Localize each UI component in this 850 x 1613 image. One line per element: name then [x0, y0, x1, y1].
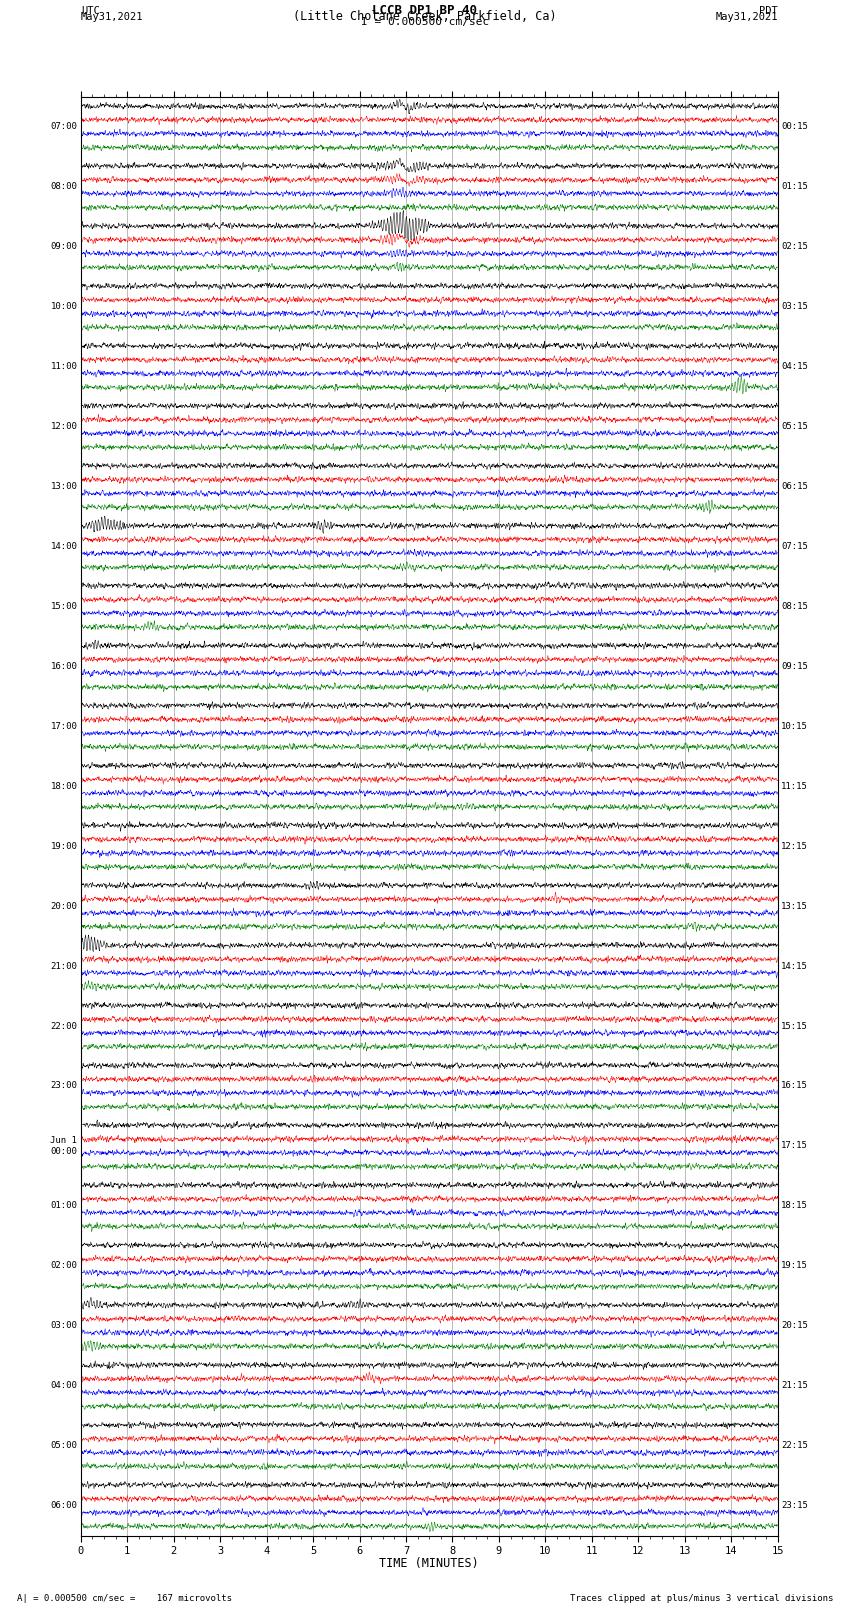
- Text: A| = 0.000500 cm/sec =    167 microvolts: A| = 0.000500 cm/sec = 167 microvolts: [17, 1594, 232, 1603]
- Text: 01:00: 01:00: [50, 1202, 77, 1210]
- Text: 18:00: 18:00: [50, 782, 77, 790]
- Text: Traces clipped at plus/minus 3 vertical divisions: Traces clipped at plus/minus 3 vertical …: [570, 1594, 833, 1603]
- Text: May31,2021: May31,2021: [715, 11, 778, 21]
- Text: 06:00: 06:00: [50, 1502, 77, 1510]
- Text: 08:00: 08:00: [50, 182, 77, 192]
- Text: 04:00: 04:00: [50, 1381, 77, 1390]
- Text: 22:15: 22:15: [781, 1440, 808, 1450]
- Text: 07:15: 07:15: [781, 542, 808, 552]
- Text: 02:15: 02:15: [781, 242, 808, 252]
- Text: (Little Cholane Creek, Parkfield, Ca): (Little Cholane Creek, Parkfield, Ca): [293, 11, 557, 24]
- Text: 12:00: 12:00: [50, 423, 77, 431]
- Text: 20:15: 20:15: [781, 1321, 808, 1331]
- Text: UTC: UTC: [81, 5, 99, 16]
- Text: 05:15: 05:15: [781, 423, 808, 431]
- Text: 16:15: 16:15: [781, 1081, 808, 1090]
- Text: 16:00: 16:00: [50, 661, 77, 671]
- Text: 20:00: 20:00: [50, 902, 77, 911]
- Text: 01:15: 01:15: [781, 182, 808, 192]
- Text: 23:00: 23:00: [50, 1081, 77, 1090]
- Text: 15:00: 15:00: [50, 602, 77, 611]
- Text: 10:15: 10:15: [781, 721, 808, 731]
- Text: 15:15: 15:15: [781, 1021, 808, 1031]
- Text: May31,2021: May31,2021: [81, 11, 144, 21]
- Text: 09:00: 09:00: [50, 242, 77, 252]
- Text: I = 0.000500 cm/sec: I = 0.000500 cm/sec: [361, 18, 489, 27]
- Text: 14:00: 14:00: [50, 542, 77, 552]
- Text: 06:15: 06:15: [781, 482, 808, 490]
- Text: 13:00: 13:00: [50, 482, 77, 490]
- Text: Jun 1
00:00: Jun 1 00:00: [50, 1136, 77, 1155]
- Text: 11:15: 11:15: [781, 782, 808, 790]
- Text: 21:15: 21:15: [781, 1381, 808, 1390]
- Text: 17:15: 17:15: [781, 1142, 808, 1150]
- Text: 21:00: 21:00: [50, 961, 77, 971]
- Text: 22:00: 22:00: [50, 1021, 77, 1031]
- Text: 19:00: 19:00: [50, 842, 77, 850]
- Text: 08:15: 08:15: [781, 602, 808, 611]
- Text: 13:15: 13:15: [781, 902, 808, 911]
- X-axis label: TIME (MINUTES): TIME (MINUTES): [379, 1558, 479, 1571]
- Text: 03:00: 03:00: [50, 1321, 77, 1331]
- Text: 09:15: 09:15: [781, 661, 808, 671]
- Text: 04:15: 04:15: [781, 361, 808, 371]
- Text: PDT: PDT: [759, 5, 778, 16]
- Text: 18:15: 18:15: [781, 1202, 808, 1210]
- Text: 12:15: 12:15: [781, 842, 808, 850]
- Text: 10:00: 10:00: [50, 302, 77, 311]
- Text: 19:15: 19:15: [781, 1261, 808, 1271]
- Text: 11:00: 11:00: [50, 361, 77, 371]
- Text: 00:15: 00:15: [781, 123, 808, 131]
- Text: 23:15: 23:15: [781, 1502, 808, 1510]
- Text: 02:00: 02:00: [50, 1261, 77, 1271]
- Text: LCCB DP1 BP 40: LCCB DP1 BP 40: [372, 5, 478, 18]
- Text: 14:15: 14:15: [781, 961, 808, 971]
- Text: 07:00: 07:00: [50, 123, 77, 131]
- Text: 03:15: 03:15: [781, 302, 808, 311]
- Text: 05:00: 05:00: [50, 1440, 77, 1450]
- Text: 17:00: 17:00: [50, 721, 77, 731]
